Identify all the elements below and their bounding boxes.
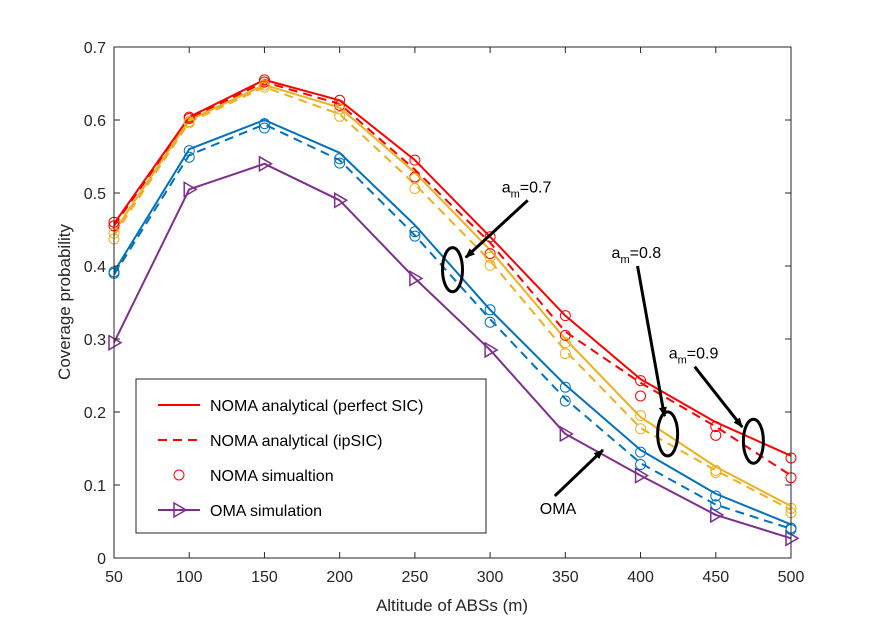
series-line-red-solid (113, 78, 792, 457)
series-line-red-dashed (113, 81, 792, 477)
noma-sim-circle-marker (635, 423, 647, 435)
y-tick-label: 0 (97, 551, 106, 568)
oma-triangle-marker (333, 191, 349, 209)
x-tick-label: 250 (402, 569, 429, 586)
noma-sim-circle-marker (635, 446, 647, 458)
oma-triangle-marker (183, 181, 198, 198)
y-tick-label: 0.3 (84, 332, 106, 349)
noma-sim-circle-marker (334, 99, 346, 111)
noma-sim-circle-marker (559, 395, 571, 407)
oma-triangle-marker (634, 467, 650, 484)
noma-sim-circle-marker (559, 381, 571, 393)
series-line-blue-solid (113, 119, 792, 526)
noma-sim-circle-marker (409, 226, 421, 238)
plot-frame (113, 46, 792, 559)
noma-sim-circle-marker (258, 76, 270, 88)
noma-sim-circle-marker (183, 145, 195, 157)
series-line-blue-dashed (113, 123, 792, 530)
x-tick-label: 350 (552, 569, 579, 586)
annotation-arrow (464, 199, 529, 259)
y-tick-label: 0.2 (84, 405, 106, 422)
y-tick-label: 0.1 (84, 478, 106, 495)
noma-sim-circle-marker (183, 113, 195, 125)
x-tick-label: 500 (778, 569, 805, 586)
noma-sim-circle-marker (484, 259, 496, 271)
oma-triangle-marker (559, 425, 574, 443)
legend-swatch-triangle (173, 501, 188, 519)
annotation-arrow (693, 365, 744, 428)
annotation-arrow (636, 265, 667, 418)
noma-sim-circle-marker (484, 316, 496, 328)
noma-sim-circle-marker (710, 467, 722, 479)
x-tick-label: 300 (477, 569, 504, 586)
x-tick-label: 100 (176, 569, 203, 586)
annotation-ellipse (656, 410, 680, 458)
noma-sim-circle-marker (409, 230, 421, 242)
noma-sim-circle-marker (183, 117, 195, 129)
noma-sim-circle-marker (710, 429, 722, 441)
noma-sim-circle-marker (710, 421, 722, 433)
legend-entry-label: NOMA analytical (perfect SIC) (210, 398, 423, 415)
annotation-ellipse (741, 417, 765, 465)
noma-sim-circle-marker (484, 304, 496, 316)
noma-sim-circle-marker (559, 310, 571, 322)
legend: NOMA analytical (perfect SIC) NOMA analyt… (135, 378, 487, 534)
y-tick-label: 0.5 (84, 186, 106, 203)
noma-sim-circle-marker (334, 94, 346, 106)
noma-sim-circle-marker (635, 459, 647, 471)
noma-sim-circle-marker (559, 348, 571, 360)
legend-swatch-circle (173, 469, 185, 481)
noma-sim-circle-marker (710, 490, 722, 502)
annotation-label: am=0.7 (502, 179, 552, 200)
x-tick-label: 450 (702, 569, 729, 586)
legend-entry-label: OMA simulation (210, 503, 322, 520)
noma-sim-circle-marker (409, 154, 421, 166)
y-tick-label: 0.4 (84, 259, 106, 276)
annotation-label: am=0.9 (669, 346, 719, 367)
noma-sim-circle-marker (635, 390, 647, 402)
noma-sim-circle-marker (409, 183, 421, 195)
noma-sim-circle-marker (334, 103, 346, 115)
noma-sim-circle-marker (334, 110, 346, 122)
legend-entry-label: NOMA simualtion (210, 468, 334, 485)
x-axis-label: Altitude of ABSs (m) (376, 596, 528, 615)
noma-sim-circle-marker (559, 337, 571, 349)
noma-sim-circle-marker (258, 81, 270, 93)
noma-sim-circle-marker (484, 251, 496, 263)
noma-sim-circle-marker (484, 231, 496, 243)
x-tick-label: 50 (105, 569, 123, 586)
annotation-label-oma: OMA (540, 501, 577, 518)
noma-sim-circle-marker (258, 118, 270, 130)
noma-sim-circle-marker (484, 248, 496, 260)
noma-sim-circle-marker (334, 157, 346, 169)
oma-triangle-marker (484, 341, 499, 359)
y-tick-label: 0.6 (84, 113, 106, 130)
x-tick-label: 400 (627, 569, 654, 586)
noma-sim-circle-marker (635, 410, 647, 422)
legend-entry-label: NOMA analytical (ipSIC) (210, 433, 383, 450)
x-tick-label: 150 (251, 569, 278, 586)
annotation-ellipse (441, 246, 464, 294)
y-tick-label: 0.7 (84, 40, 106, 57)
y-axis-label: Coverage probability (55, 224, 74, 380)
noma-sim-circle-marker (183, 151, 195, 163)
annotation-label: am=0.8 (612, 245, 662, 266)
series-line-oma-simulation (113, 162, 792, 540)
oma-triangle-marker (710, 506, 725, 524)
oma-triangle-marker (409, 270, 424, 287)
x-tick-label: 200 (326, 569, 353, 586)
noma-sim-circle-marker (710, 499, 722, 511)
noma-sim-circle-marker (635, 375, 647, 387)
noma-sim-circle-marker (334, 153, 346, 165)
series-line-yellow-dashed (113, 86, 792, 511)
noma-sim-circle-marker (559, 329, 571, 341)
annotation-arrow-oma (553, 448, 604, 498)
oma-triangle-marker (258, 155, 273, 173)
noma-sim-circle-marker (258, 122, 270, 134)
